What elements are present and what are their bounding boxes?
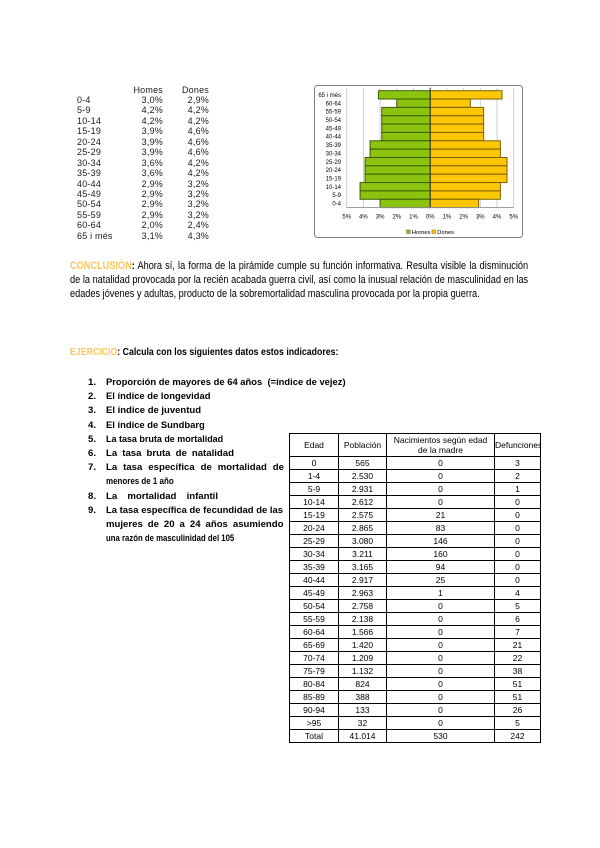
svg-text:1%: 1% [443, 215, 452, 221]
svg-text:5%: 5% [342, 215, 351, 221]
svg-text:5%: 5% [509, 215, 518, 221]
svg-text:2%: 2% [392, 215, 401, 221]
svg-text:5-9: 5-9 [332, 193, 341, 199]
svg-text:65 i més: 65 i més [318, 93, 341, 99]
svg-text:1%: 1% [409, 215, 418, 221]
svg-text:15-19: 15-19 [326, 176, 342, 182]
svg-text:50-54: 50-54 [326, 118, 342, 124]
svg-text:0-4: 0-4 [332, 202, 341, 208]
svg-text:Dones: Dones [437, 230, 454, 236]
svg-text:60-64: 60-64 [326, 101, 342, 107]
svg-text:10-14: 10-14 [326, 185, 342, 191]
svg-text:4%: 4% [493, 215, 502, 221]
svg-text:20-24: 20-24 [326, 168, 342, 174]
svg-text:30-34: 30-34 [326, 151, 342, 157]
svg-text:40-44: 40-44 [326, 135, 342, 141]
svg-text:35-39: 35-39 [326, 143, 342, 149]
svg-text:3%: 3% [476, 215, 485, 221]
svg-text:Homes: Homes [412, 230, 431, 236]
svg-text:0%: 0% [426, 215, 435, 221]
svg-text:55-59: 55-59 [326, 110, 342, 116]
svg-text:45-49: 45-49 [326, 126, 342, 132]
svg-text:3%: 3% [376, 215, 385, 221]
svg-text:4%: 4% [359, 215, 368, 221]
svg-text:25-29: 25-29 [326, 160, 342, 166]
svg-text:2%: 2% [459, 215, 468, 221]
